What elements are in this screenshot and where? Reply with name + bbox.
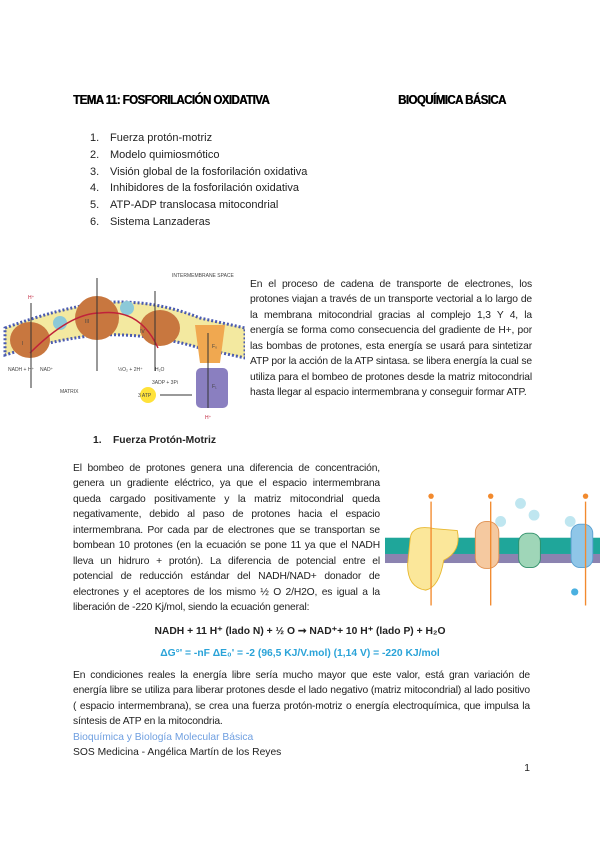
toc-number: 5. xyxy=(90,199,100,212)
label-complex-1: I xyxy=(22,341,23,347)
toc-number: 6. xyxy=(90,215,100,228)
label-matrix: MATRIX xyxy=(60,389,79,395)
section-body: El bombeo de protones genera una diferen… xyxy=(0,461,600,616)
toc-label: ATP-ADP translocasa mitocondrial xyxy=(110,199,279,212)
intro-paragraph: En el proceso de cadena de transporte de… xyxy=(250,278,532,399)
toc-item: 3. Visión global de la fosforilación oxid… xyxy=(90,164,600,181)
electron-transport-chain-figure: INTERMEMBRANE SPACE MATRIX NADH + H⁺ NAD… xyxy=(3,273,245,421)
document-body: 1. Fuerza protón-motriz 2. Modelo quimiosm… xyxy=(0,130,600,776)
label-complex-3: III xyxy=(85,319,89,325)
toc-number: 1. xyxy=(90,132,100,144)
toc-item: 6. Sistema Lanzaderas xyxy=(90,214,600,231)
complex-3 xyxy=(474,520,500,569)
proton-motive-force-figure xyxy=(385,493,600,606)
label-hplus: H⁺ xyxy=(28,295,35,301)
complex-1 xyxy=(10,321,50,358)
label-nadh: NADH + H⁺ xyxy=(8,367,34,373)
free-energy-equation: ΔG°' = -nF ΔE₀' = -2 (96,5 KJ/V.mol) (1,… xyxy=(160,647,440,659)
complex-1 xyxy=(407,526,459,591)
complex-4 xyxy=(140,309,180,346)
author-credit: SOS Medicina - Angélica Martín de los Re… xyxy=(73,747,282,759)
complex-4 xyxy=(570,523,594,568)
section-number: 1. xyxy=(93,434,102,446)
toc-label: Modelo quimiosmótico xyxy=(110,148,220,161)
conclusion-paragraph: En condiciones reales la energía libre s… xyxy=(73,669,530,728)
chemical-equation: NADH + 11 H⁺ (lado N) + ½ O ➞ NAD⁺+ 10 H… xyxy=(154,625,446,637)
toc-number: 3. xyxy=(90,165,100,178)
toc-item: 1. Fuerza protón-motriz xyxy=(90,130,600,147)
source-reference: Bioquímica y Biología Molecular Básica xyxy=(73,731,254,743)
page-number: 1 xyxy=(524,762,530,774)
intro-section: INTERMEMBRANE SPACE MATRIX NADH + H⁺ NAD… xyxy=(0,263,600,423)
atp-synthase-f0 xyxy=(195,324,225,363)
toc-item: 5. ATP-ADP translocasa mitocondrial xyxy=(90,197,600,214)
document-title: TEMA 11: FOSFORILACIÓN OXIDATIVA xyxy=(73,93,270,107)
section-paragraph: El bombeo de protones genera una diferen… xyxy=(73,462,380,614)
label-f0: F₀ xyxy=(212,344,217,350)
toc-label: Fuerza protón-motriz xyxy=(110,132,213,144)
toc-label: Visión global de la fosforilación oxidat… xyxy=(110,165,308,178)
section-heading: 1. Fuerza Protón-Motriz xyxy=(93,433,600,449)
toc-label: Sistema Lanzaderas xyxy=(110,215,211,228)
label-h2o: H₂O xyxy=(155,367,165,373)
label-adp: 3ADP + 3Pi xyxy=(152,380,178,386)
course-title: BIOQUÍMICA BÁSICA xyxy=(398,93,506,107)
label-complex-4: IV xyxy=(140,329,145,335)
label-intermembrane-space: INTERMEMBRANE SPACE xyxy=(172,273,235,279)
toc-number: 4. xyxy=(90,182,100,195)
section-title: Fuerza Protón-Motriz xyxy=(113,434,216,446)
toc-number: 2. xyxy=(90,148,100,161)
table-of-contents: 1. Fuerza protón-motriz 2. Modelo quimiosm… xyxy=(90,130,600,231)
toc-item: 2. Modelo quimiosmótico xyxy=(90,147,600,164)
complex-2 xyxy=(518,532,541,568)
atp-synthase-f1 xyxy=(196,367,228,408)
label-hplus: H⁺ xyxy=(205,415,212,421)
label-nad: NAD⁺ xyxy=(40,367,54,373)
toc-item: 4. Inhibidores de la fosforilación oxidat… xyxy=(90,180,600,197)
label-atp: 3 ATP xyxy=(138,393,152,399)
label-f1: F₁ xyxy=(212,384,217,390)
toc-label: Inhibidores de la fosforilación oxidativ… xyxy=(110,182,299,195)
label-o2: ½O₂ + 2H⁺ xyxy=(118,366,143,373)
